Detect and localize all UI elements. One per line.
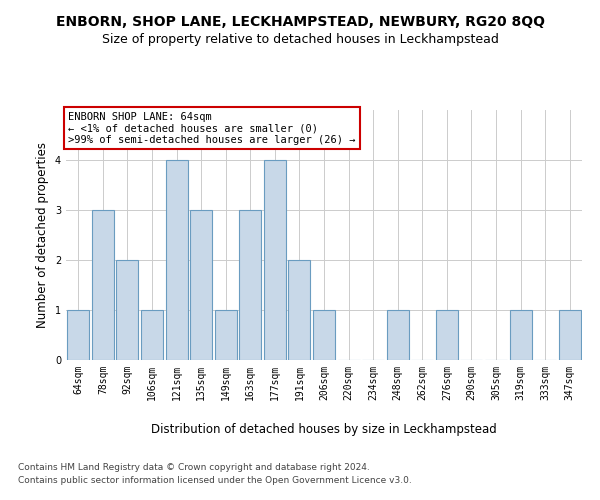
Bar	[116, 260, 139, 360]
Bar	[264, 160, 286, 360]
Bar	[239, 210, 262, 360]
Bar	[386, 310, 409, 360]
Bar	[509, 310, 532, 360]
Bar	[289, 260, 310, 360]
Bar	[215, 310, 237, 360]
Bar	[67, 310, 89, 360]
Bar	[313, 310, 335, 360]
Text: Distribution of detached houses by size in Leckhampstead: Distribution of detached houses by size …	[151, 422, 497, 436]
Text: ENBORN SHOP LANE: 64sqm
← <1% of detached houses are smaller (0)
>99% of semi-de: ENBORN SHOP LANE: 64sqm ← <1% of detache…	[68, 112, 356, 144]
Y-axis label: Number of detached properties: Number of detached properties	[37, 142, 49, 328]
Text: Contains HM Land Registry data © Crown copyright and database right 2024.: Contains HM Land Registry data © Crown c…	[18, 464, 370, 472]
Bar	[141, 310, 163, 360]
Bar	[436, 310, 458, 360]
Text: Size of property relative to detached houses in Leckhampstead: Size of property relative to detached ho…	[101, 32, 499, 46]
Bar	[559, 310, 581, 360]
Bar	[166, 160, 188, 360]
Bar	[92, 210, 114, 360]
Text: ENBORN, SHOP LANE, LECKHAMPSTEAD, NEWBURY, RG20 8QQ: ENBORN, SHOP LANE, LECKHAMPSTEAD, NEWBUR…	[56, 15, 545, 29]
Text: Contains public sector information licensed under the Open Government Licence v3: Contains public sector information licen…	[18, 476, 412, 485]
Bar	[190, 210, 212, 360]
